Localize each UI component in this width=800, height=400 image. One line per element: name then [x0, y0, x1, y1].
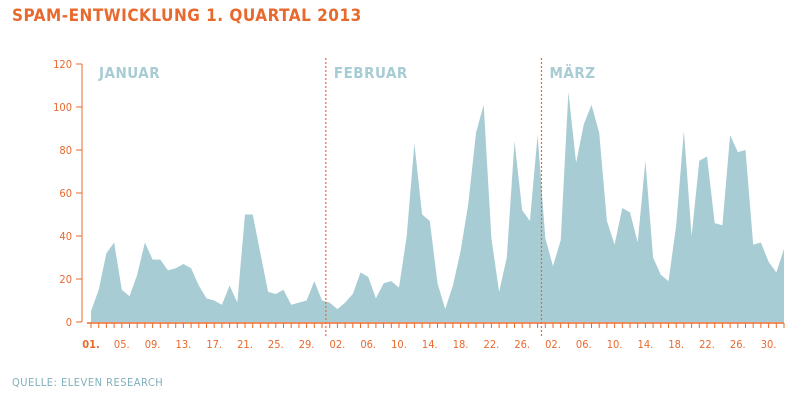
y-tick-label: 20 — [59, 273, 72, 286]
x-tick-label: 10. — [607, 338, 623, 351]
x-tick-label: 13. — [176, 338, 192, 351]
x-tick-label: 01. — [82, 338, 100, 351]
x-tick-label: 06. — [576, 338, 592, 351]
x-tick-label: 02. — [545, 338, 561, 351]
x-tick-label: 26. — [730, 338, 746, 351]
x-axis: 01. 05. 09. 13. 17. 21. 25. 29. 02. 06. 10. 14. 18. 2… — [82, 322, 785, 351]
x-tick-label: 09. — [145, 338, 161, 351]
x-tick-label: 02. — [330, 338, 346, 351]
y-axis: 0 20 40 60 80 100 120 — [53, 58, 83, 329]
month-label: JANUAR — [98, 64, 160, 82]
chart-title: SPAM-ENTWICKLUNG 1. QUARTAL 2013 — [12, 6, 362, 26]
area-layer — [91, 91, 784, 322]
y-tick-label: 40 — [59, 230, 72, 243]
x-tick-label: 14. — [638, 338, 654, 351]
month-label: MÄRZ — [549, 63, 595, 82]
y-tick-label: 120 — [53, 58, 72, 71]
x-tick-label: 06. — [360, 338, 376, 351]
x-tick-label: 26. — [514, 338, 530, 351]
x-tick-label: 30. — [761, 338, 777, 351]
x-tick-label: 22. — [699, 338, 715, 351]
month-label: FEBRUAR — [334, 64, 408, 82]
spam-series-area — [91, 91, 784, 322]
x-tick-label: 21. — [237, 338, 253, 351]
y-tick-label: 60 — [59, 187, 72, 200]
x-tick-label: 25. — [268, 338, 284, 351]
x-tick-label: 17. — [206, 338, 222, 351]
x-tick-label: 05. — [114, 338, 130, 351]
y-tick-label: 80 — [59, 144, 72, 157]
x-tick-label: 22. — [484, 338, 500, 351]
y-tick-label: 0 — [66, 316, 72, 329]
x-tick-label: 14. — [422, 338, 438, 351]
x-tick-label: 10. — [391, 338, 407, 351]
y-tick-label: 100 — [53, 101, 72, 114]
x-tick-label: 29. — [299, 338, 315, 351]
x-tick-label: 18. — [453, 338, 469, 351]
source-note: QUELLE: ELEVEN RESEARCH — [12, 376, 164, 389]
month-dividers: JANUAR FEBRUAR MÄRZ — [98, 58, 595, 336]
x-tick-label: 18. — [668, 338, 684, 351]
